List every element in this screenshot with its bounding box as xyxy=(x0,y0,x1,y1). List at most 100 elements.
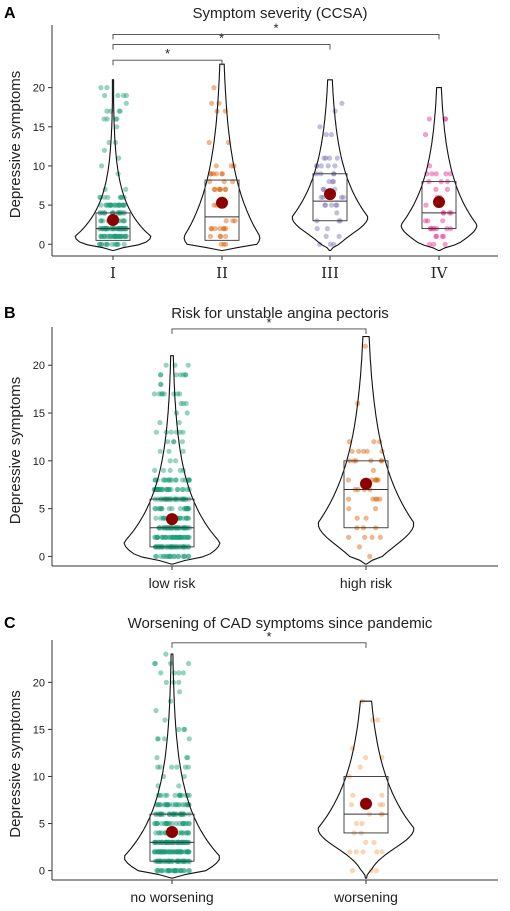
data-point xyxy=(159,506,165,512)
data-point xyxy=(350,792,356,798)
data-point xyxy=(168,429,174,435)
data-point xyxy=(173,802,179,808)
significance-bracket: * xyxy=(112,31,331,50)
data-point xyxy=(152,660,158,667)
data-point xyxy=(155,849,161,855)
data-point xyxy=(116,233,122,239)
data-point xyxy=(175,553,181,560)
data-point xyxy=(155,486,161,493)
data-point xyxy=(356,544,362,550)
data-point xyxy=(163,820,169,827)
data-point xyxy=(184,506,191,512)
data-point xyxy=(186,736,192,742)
data-point xyxy=(177,534,183,540)
data-point xyxy=(184,534,190,540)
data-point xyxy=(206,139,212,146)
data-point xyxy=(222,186,228,192)
data-point xyxy=(121,241,127,247)
data-point xyxy=(185,755,191,761)
data-point xyxy=(173,820,179,827)
data-point xyxy=(180,400,186,407)
data-point xyxy=(101,233,108,239)
data-point xyxy=(118,233,124,239)
data-point xyxy=(443,116,449,122)
data-point xyxy=(184,486,190,493)
data-point xyxy=(185,534,191,540)
data-point xyxy=(113,233,119,239)
y-tick-label: 20 xyxy=(33,677,45,689)
data-point xyxy=(98,85,104,91)
data-point xyxy=(186,506,192,512)
data-point xyxy=(180,448,186,454)
data-point xyxy=(169,820,175,827)
data-point xyxy=(329,179,336,185)
data-point xyxy=(372,506,379,512)
y-axis-label: Depressive symptoms xyxy=(7,71,24,219)
data-point xyxy=(167,868,173,874)
data-point xyxy=(327,241,333,247)
data-point xyxy=(104,233,111,239)
data-point xyxy=(159,849,165,855)
data-point xyxy=(223,241,229,247)
significance-label: * xyxy=(219,31,224,46)
data-point xyxy=(160,477,166,483)
data-point xyxy=(180,515,186,521)
data-point xyxy=(346,496,352,502)
data-point xyxy=(433,233,439,239)
data-point xyxy=(172,534,178,540)
bracket-line xyxy=(171,328,367,334)
data-point xyxy=(185,868,192,874)
data-point xyxy=(167,458,173,464)
data-point xyxy=(102,233,108,239)
violin-outline xyxy=(183,63,261,252)
x-tick-label: worsening xyxy=(333,889,398,905)
data-point xyxy=(101,147,108,153)
data-point xyxy=(380,802,386,808)
data-point xyxy=(177,372,183,378)
data-point xyxy=(166,849,172,855)
data-point xyxy=(152,467,158,473)
data-point xyxy=(210,171,216,177)
y-tick-label: 5 xyxy=(39,200,45,212)
data-point xyxy=(110,233,116,239)
y-tick-label: 20 xyxy=(33,83,45,95)
data-point xyxy=(161,391,167,397)
data-point xyxy=(103,202,109,208)
data-point xyxy=(186,792,192,798)
data-point xyxy=(212,186,218,192)
data-point xyxy=(185,506,191,512)
data-point xyxy=(223,226,229,232)
y-tick-label: 15 xyxy=(33,408,45,420)
data-point xyxy=(184,802,190,808)
data-point xyxy=(180,670,186,676)
data-point xyxy=(208,171,214,177)
data-point xyxy=(213,163,219,169)
data-point xyxy=(166,849,172,855)
data-point xyxy=(176,792,182,798)
panel-letter: C xyxy=(4,615,16,632)
x-tick-label: no worsening xyxy=(130,889,213,905)
data-point xyxy=(213,171,220,177)
data-point xyxy=(154,802,160,808)
mean-marker xyxy=(360,477,372,490)
data-point xyxy=(152,506,158,512)
data-point xyxy=(98,218,104,224)
data-point xyxy=(178,849,184,855)
data-point xyxy=(155,534,161,540)
data-point xyxy=(117,108,123,114)
data-point xyxy=(166,477,172,483)
data-point xyxy=(118,194,124,200)
data-point xyxy=(208,171,214,177)
data-point xyxy=(422,218,429,224)
data-point xyxy=(433,186,439,192)
data-point xyxy=(152,849,158,855)
data-point xyxy=(154,820,160,827)
data-point xyxy=(179,439,185,445)
data-point xyxy=(371,839,377,846)
data-point xyxy=(98,218,104,224)
data-point xyxy=(324,226,330,232)
data-point xyxy=(113,241,120,247)
data-point xyxy=(182,506,188,512)
data-point xyxy=(374,477,380,483)
x-tick-label: low risk xyxy=(149,575,197,591)
